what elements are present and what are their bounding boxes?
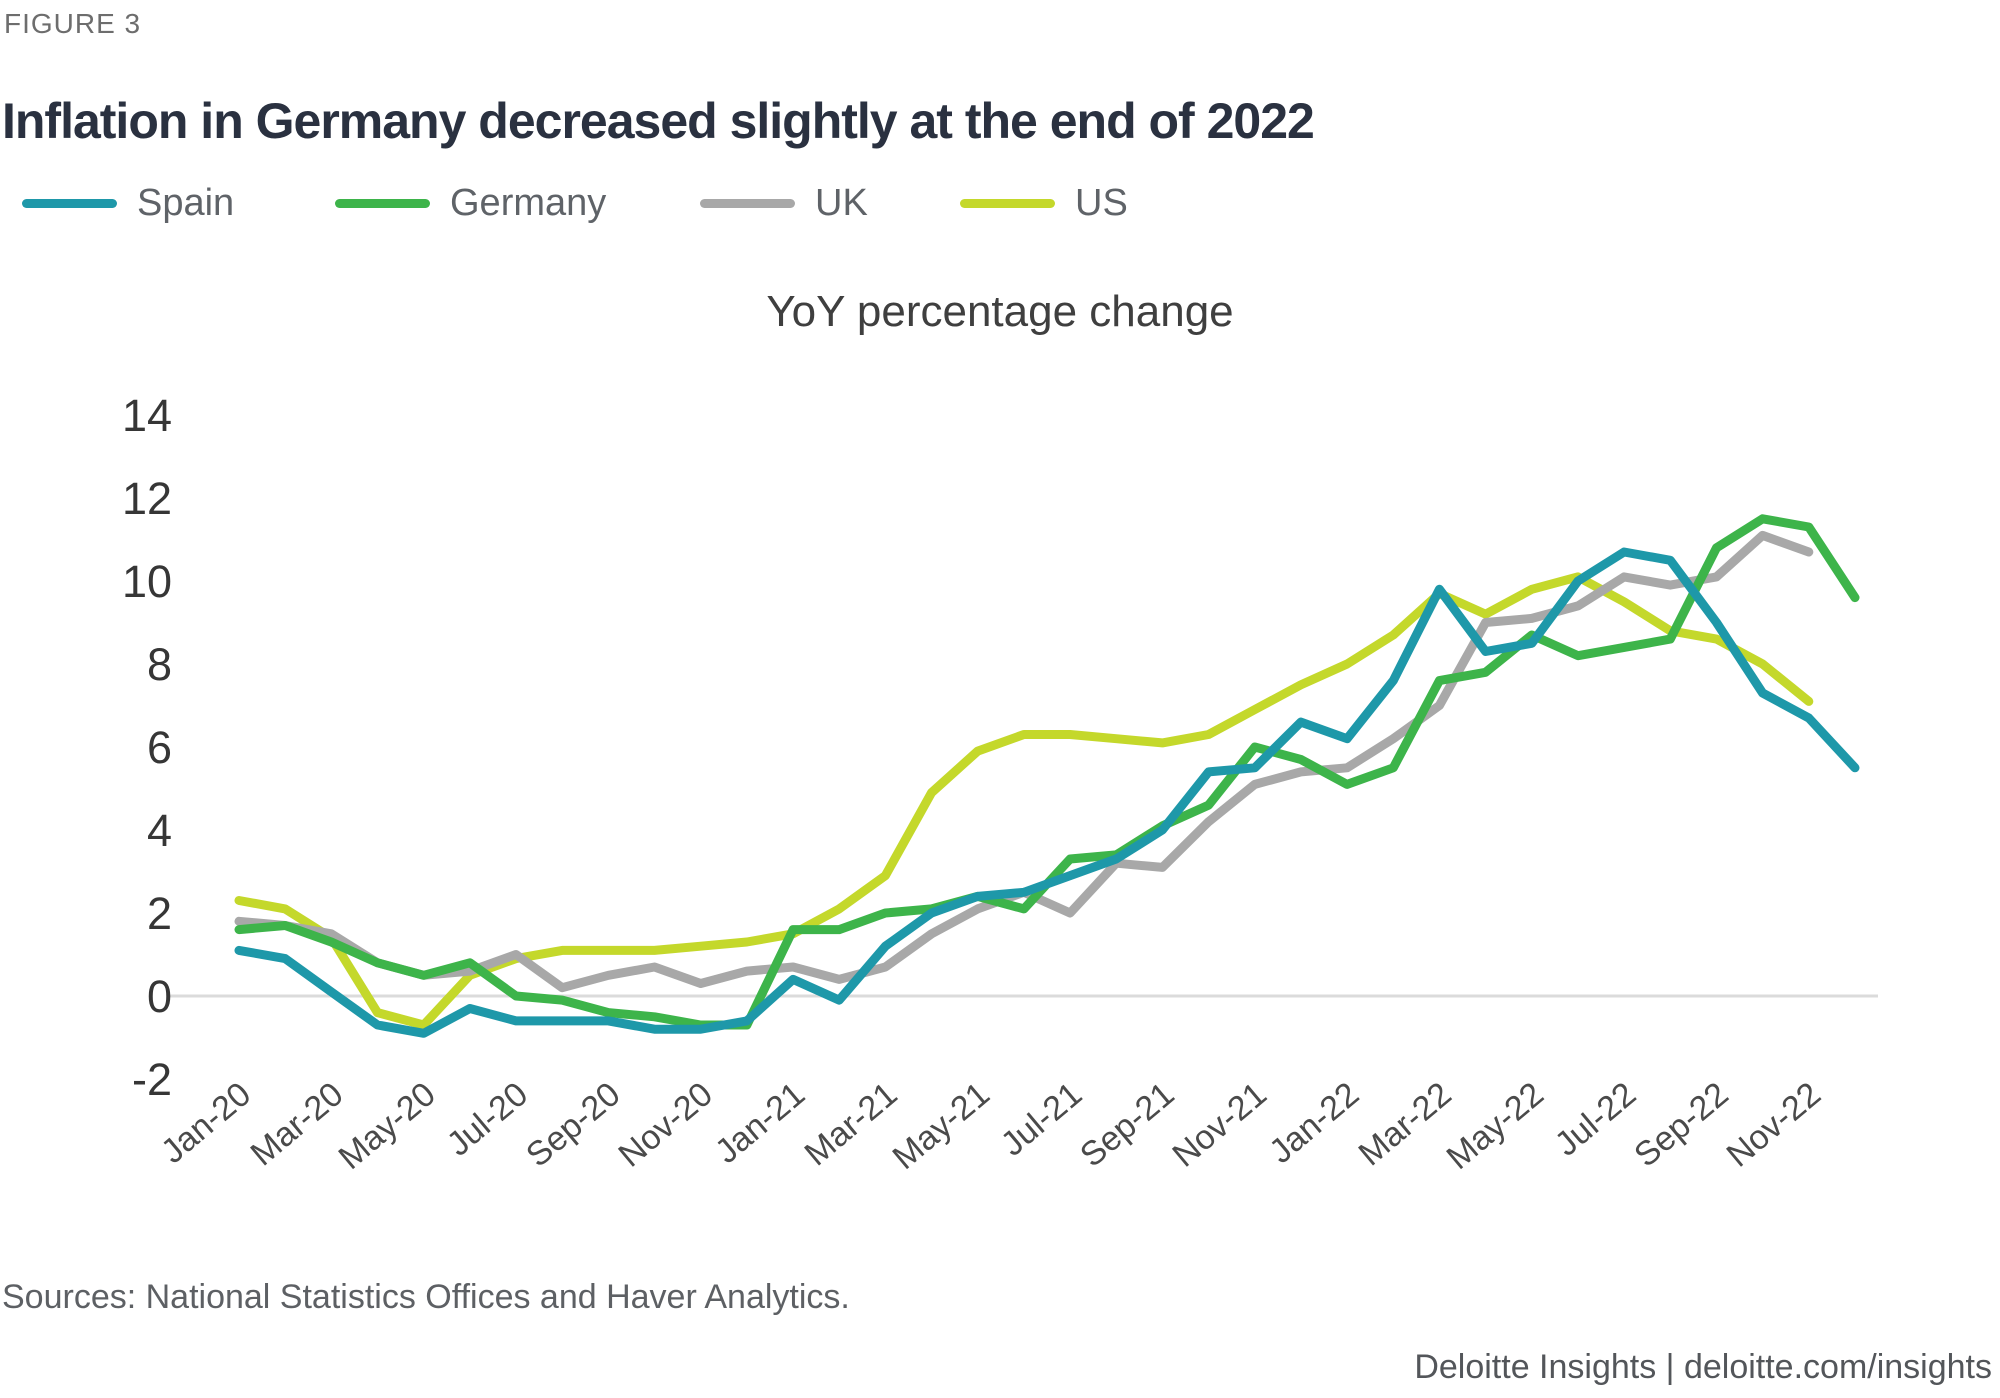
legend-item-us: US — [960, 180, 1128, 226]
figure-label: FIGURE 3 — [4, 8, 142, 39]
x-axis-tick-label: Jan-21 — [708, 1075, 812, 1171]
legend-label: Germany — [450, 181, 607, 224]
y-axis-tick-label: 14 — [122, 390, 172, 441]
y-axis-tick-label: 2 — [147, 888, 172, 939]
x-axis-tick-label: May-22 — [1440, 1075, 1551, 1177]
legend-swatch-spain — [22, 198, 117, 208]
y-axis-tick-label: 8 — [147, 639, 172, 690]
legend-swatch-germany — [335, 198, 430, 208]
x-axis-tick-label: Jul-20 — [440, 1075, 535, 1164]
legend-item-germany: Germany — [335, 180, 606, 226]
x-axis-tick-label: Mar-21 — [798, 1075, 905, 1173]
legend-label: UK — [815, 181, 868, 224]
legend-item-uk: UK — [700, 180, 868, 226]
y-axis-tick-label: 12 — [122, 473, 172, 524]
y-axis-tick-label: 10 — [122, 556, 172, 607]
x-axis-tick-label: Mar-22 — [1352, 1075, 1459, 1173]
x-axis-tick-label: Sep-22 — [1627, 1075, 1735, 1175]
chart-legend: Spain Germany UK US — [0, 180, 1400, 226]
x-axis-tick-label: Mar-20 — [244, 1075, 351, 1173]
x-axis-tick-label: Jan-22 — [1262, 1075, 1366, 1171]
chart-title: Inflation in Germany decreased slightly … — [2, 92, 1315, 149]
y-axis-tick-label: -2 — [132, 1054, 172, 1105]
legend-label: US — [1075, 181, 1128, 224]
y-axis-tick-label: 0 — [147, 971, 172, 1022]
series-line-us — [234, 572, 1814, 1030]
x-axis-tick-label: Nov-22 — [1720, 1075, 1828, 1175]
deloitte-insights-footer: Deloitte Insights | deloitte.com/insight… — [1414, 1348, 1992, 1386]
x-axis-tick-label: Nov-20 — [611, 1075, 719, 1175]
legend-swatch-uk — [700, 198, 795, 208]
series-line-uk — [234, 530, 1814, 993]
x-axis-tick-label: May-20 — [332, 1075, 443, 1177]
x-axis-tick-label: Sep-21 — [1073, 1075, 1181, 1175]
series-line-spain — [234, 547, 1860, 1038]
legend-item-spain: Spain — [22, 180, 234, 226]
sources-note: Sources: National Statistics Offices and… — [2, 1278, 850, 1316]
x-axis-tick-label: Jul-21 — [994, 1075, 1089, 1164]
chart-subtitle: YoY percentage change — [766, 287, 1234, 336]
legend-swatch-us — [960, 198, 1055, 208]
y-axis-tick-label: 6 — [147, 722, 172, 773]
legend-label: Spain — [137, 181, 235, 224]
x-axis-tick-label: May-21 — [886, 1075, 997, 1177]
x-axis-tick-label: Nov-21 — [1166, 1075, 1274, 1175]
x-axis-tick-label: Jul-22 — [1548, 1075, 1643, 1164]
x-axis-tick-label: Sep-20 — [519, 1075, 627, 1175]
y-axis-tick-label: 4 — [147, 805, 172, 856]
